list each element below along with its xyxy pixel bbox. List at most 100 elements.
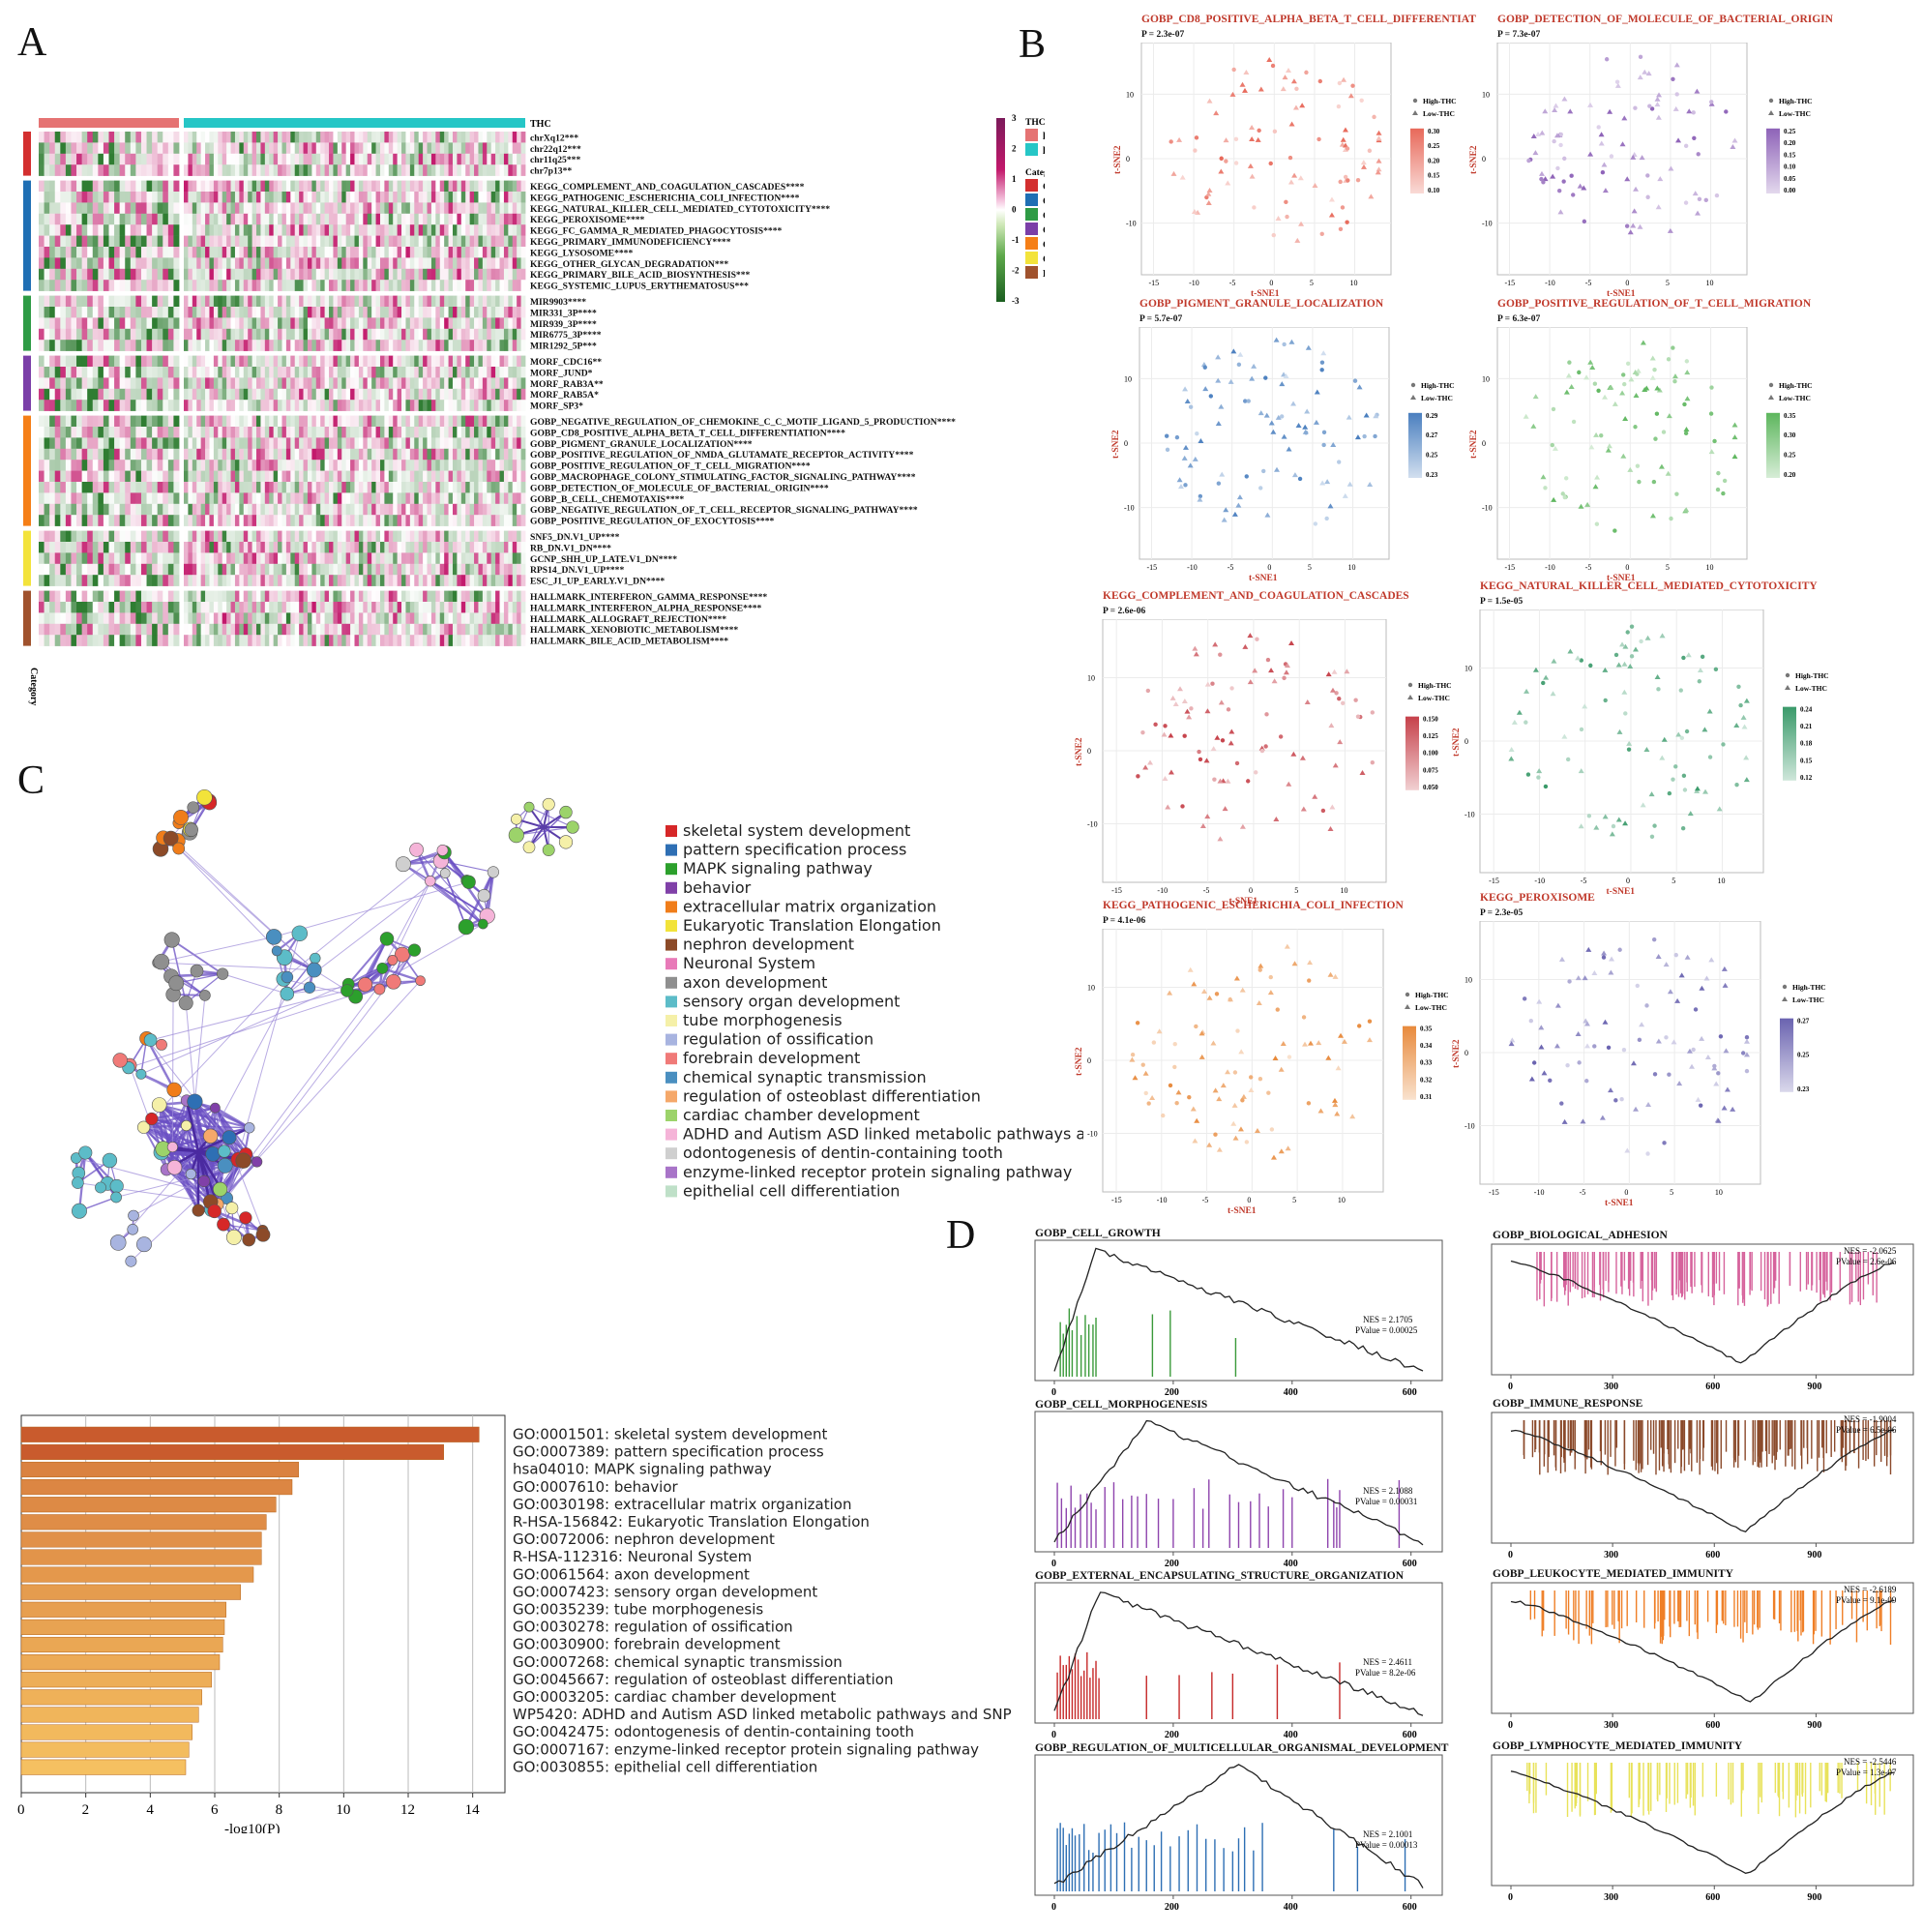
heatmap-cell — [304, 482, 309, 493]
heatmap-cell — [158, 471, 163, 483]
heatmap-cell — [495, 460, 500, 471]
heatmap-cell — [39, 552, 44, 564]
heatmap-cell — [286, 224, 291, 236]
heatmap-cell — [449, 564, 454, 576]
heatmap-cell — [120, 154, 126, 165]
heatmap-cell — [491, 591, 496, 603]
heatmap-cell — [295, 482, 300, 493]
heatmap-cell — [414, 181, 419, 193]
heatmap-cell — [82, 437, 88, 449]
heatmap-cell — [39, 400, 44, 411]
heatmap-cell — [120, 624, 126, 636]
heatmap-cell — [359, 377, 364, 389]
heatmap-cell — [256, 416, 261, 428]
heatmap-cell — [114, 427, 120, 438]
heatmap-cell — [201, 449, 206, 461]
heatmap-cell — [93, 492, 99, 504]
heatmap-cell — [444, 635, 449, 646]
heatmap-cell — [440, 317, 445, 329]
heatmap-cell — [131, 236, 136, 248]
heatmap-cell — [295, 224, 300, 236]
heatmap-cell — [453, 612, 458, 624]
heatmap-cell — [244, 132, 249, 143]
heatmap-cell — [226, 482, 231, 493]
heatmap-cell — [401, 449, 406, 461]
heatmap-cell — [278, 635, 282, 646]
heatmap-cell — [338, 602, 342, 613]
heatmap-cell — [474, 564, 479, 576]
heatmap-cell — [209, 460, 214, 471]
heatmap-cell — [449, 542, 454, 553]
heatmap-cell — [428, 437, 432, 449]
heatmap-cell — [405, 575, 410, 586]
heatmap-cell — [265, 504, 270, 516]
heatmap-cell — [252, 142, 257, 154]
heatmap-cell — [141, 317, 147, 329]
heatmap-cell — [226, 552, 231, 564]
heatmap-cell — [209, 471, 214, 483]
heatmap-cell — [428, 624, 432, 636]
heatmap-cell — [98, 377, 104, 389]
heatmap-cell — [449, 181, 454, 193]
heatmap-cell — [299, 612, 304, 624]
heatmap-cell — [440, 356, 445, 368]
heatmap-cell — [363, 202, 368, 214]
tsne-point — [1273, 130, 1277, 134]
heatmap-cell — [152, 400, 158, 411]
tsne-point — [1633, 106, 1637, 110]
heatmap-cell — [513, 356, 518, 368]
heatmap-cell — [278, 214, 282, 225]
heatmap-cell — [286, 257, 291, 269]
heatmap-cell — [470, 247, 475, 258]
heatmap-cell — [491, 635, 496, 646]
heatmap-cell — [368, 504, 372, 516]
heatmap-cell — [158, 340, 163, 351]
heatmap-cell — [414, 269, 419, 281]
heatmap-cell — [311, 389, 316, 401]
heatmap-cell — [350, 460, 355, 471]
heatmap-cell — [226, 296, 231, 308]
heatmap-cell — [355, 224, 360, 236]
heatmap-cell — [87, 340, 93, 351]
heatmap-cell — [295, 437, 300, 449]
heatmap-cell — [491, 340, 496, 351]
heatmap-cell — [256, 531, 261, 543]
heatmap-cell — [495, 515, 500, 526]
heatmap-cell — [274, 460, 279, 471]
heatmap-cell — [504, 612, 509, 624]
heatmap-cell — [135, 504, 141, 516]
heatmap-cell — [320, 202, 325, 214]
heatmap-cell — [278, 427, 282, 438]
heatmap-cell — [290, 367, 295, 378]
heatmap-cell — [363, 612, 368, 624]
heatmap-cell — [338, 202, 342, 214]
heatmap-cell — [120, 214, 126, 225]
heatmap-cell — [478, 236, 483, 248]
heatmap-cell — [341, 224, 346, 236]
heatmap-cell — [419, 367, 424, 378]
heatmap-cell — [474, 471, 479, 483]
heatmap-cell — [508, 224, 513, 236]
heatmap-cell — [71, 257, 76, 269]
heatmap-cell — [82, 492, 88, 504]
heatmap-cell — [152, 317, 158, 329]
heatmap-cell — [201, 552, 206, 564]
heatmap-cell — [449, 427, 454, 438]
heatmap-cell — [120, 460, 126, 471]
heatmap-cell — [66, 356, 72, 368]
heatmap-cell — [244, 307, 249, 318]
heatmap-cell — [173, 416, 179, 428]
heatmap-cell — [135, 269, 141, 281]
heatmap-cell — [163, 329, 168, 341]
heatmap-cell — [231, 515, 236, 526]
heatmap-cell — [311, 471, 316, 483]
heatmap-cell — [393, 280, 398, 291]
heatmap-cell — [274, 400, 279, 411]
heatmap-cell — [196, 164, 201, 176]
heatmap-cell — [398, 356, 402, 368]
heatmap-cell — [55, 367, 61, 378]
heatmap-cell — [39, 224, 44, 236]
heatmap-cell — [491, 504, 496, 516]
heatmap-cell — [231, 389, 236, 401]
heatmap-cell — [363, 389, 368, 401]
